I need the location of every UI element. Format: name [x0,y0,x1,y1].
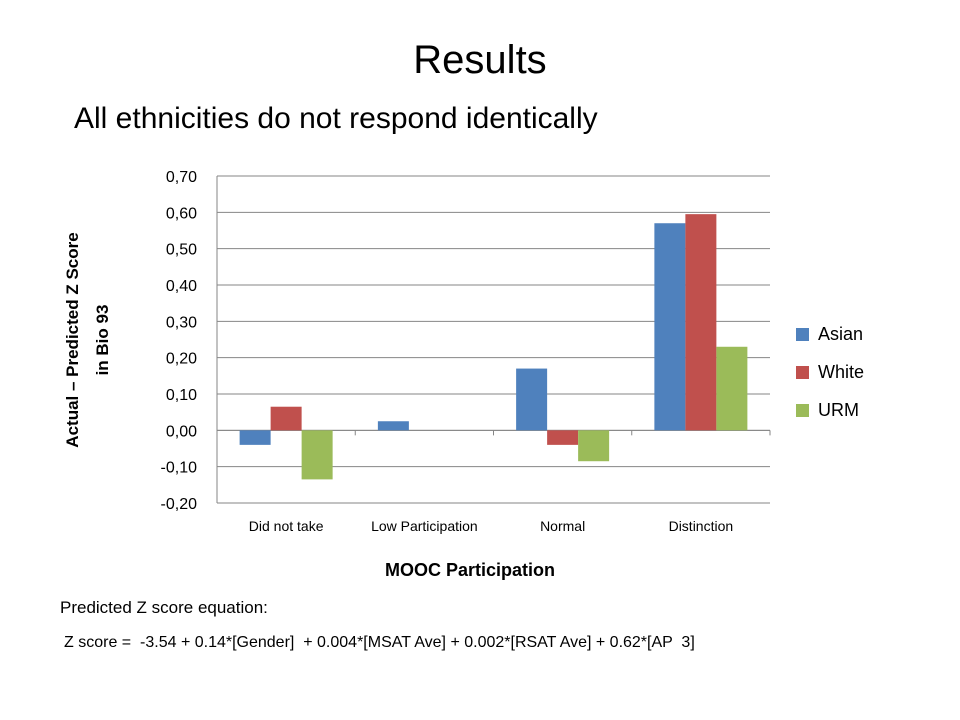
slide-subtitle: All ethnicities do not respond identical… [74,102,598,135]
bar-urm [716,346,748,431]
y-tick-label: 0,70 [166,169,197,186]
bar-urm [578,430,610,462]
equation-label: Predicted Z score equation: [60,598,268,617]
x-tick-label: Did not take [249,518,324,534]
y-tick-label: 0,00 [166,423,197,440]
y-tick-label: 0,10 [166,387,197,404]
slide-title: Results [413,38,547,82]
x-axis-title: MOOC Participation [385,560,555,580]
bar-white [547,430,579,445]
x-tick-label: Normal [540,518,585,534]
y-tick-label: 0,30 [166,314,197,331]
bar-asian [239,430,271,445]
bar-asian [516,368,548,431]
y-tick-label: 0,50 [166,242,197,259]
y-tick-label: 0,40 [166,278,197,295]
equation-text: Z score = -3.54 + 0.14*[Gender] + 0.004*… [64,634,695,651]
y-axis-title: Actual – Predicted Z Score in Bio 93 [63,232,112,447]
bar-chart: -0,20 -0,10 0,00 0,10 0,20 0,30 0,40 0,50 0,60 0,… [63,169,864,580]
legend-label-white: White [818,362,864,382]
bar-white [685,214,717,431]
y-tick-label: 0,20 [166,351,197,368]
y-tick-label: 0,60 [166,205,197,222]
legend-swatch-urm [796,404,809,417]
legend-swatch-white [796,366,809,379]
bar-white [270,406,302,431]
bar-asian [377,421,409,431]
legend-label-asian: Asian [818,324,863,344]
y-tick-label: -0,20 [161,496,198,513]
bar-asian [654,223,686,431]
bar-urm [301,430,333,480]
x-tick-label: Distinction [669,518,734,534]
x-tick-label: Low Participation [371,518,478,534]
y-tick-label: -0,10 [161,460,198,477]
legend-label-urm: URM [818,400,859,420]
legend-swatch-asian [796,328,809,341]
